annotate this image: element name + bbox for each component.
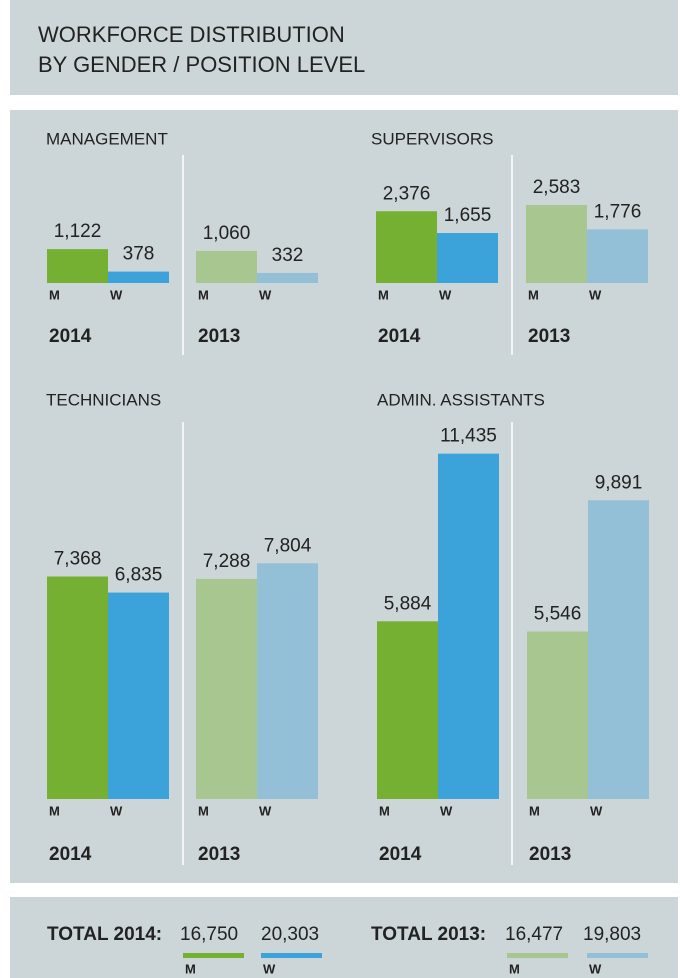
year-label: 2013	[198, 844, 240, 865]
category-label: W	[110, 287, 123, 302]
year-label: 2014	[378, 326, 421, 347]
bar	[108, 271, 169, 283]
category-label: W	[110, 803, 123, 818]
value-label: 5,546	[534, 604, 582, 625]
bar	[438, 453, 499, 799]
totals-panel	[10, 897, 678, 978]
bar	[376, 211, 437, 283]
value-label: 2,376	[383, 183, 431, 204]
value-label: 9,891	[595, 472, 643, 493]
bar	[377, 621, 438, 799]
category-label: M	[198, 287, 209, 302]
value-label: 7,804	[264, 535, 312, 556]
value-label: 11,435	[440, 426, 497, 447]
bar	[257, 563, 318, 799]
bar	[437, 233, 498, 283]
category-label: W	[259, 803, 272, 818]
category-label: M	[185, 961, 196, 976]
legend-swatch	[507, 953, 568, 958]
header-panel	[10, 0, 678, 95]
chart-title: MANAGEMENT	[46, 129, 168, 148]
year-label: 2014	[49, 844, 92, 865]
category-label: M	[198, 803, 209, 818]
total-value: 16,750	[180, 924, 238, 945]
category-label: M	[379, 803, 390, 818]
bar	[527, 631, 588, 799]
category-label: W	[439, 287, 452, 302]
year-label: 2013	[529, 844, 571, 865]
bar	[526, 204, 587, 283]
total-value: 16,477	[505, 924, 563, 945]
category-label: W	[440, 803, 453, 818]
category-label: W	[589, 287, 602, 302]
chart-title: ADMIN. ASSISTANTS	[377, 390, 545, 409]
legend-swatch	[587, 953, 648, 958]
value-label: 7,288	[203, 551, 251, 572]
year-label: 2013	[528, 326, 570, 347]
bar	[588, 500, 649, 799]
year-label: 2014	[379, 844, 422, 865]
year-label: 2014	[49, 326, 92, 347]
value-label: 1,060	[203, 223, 251, 244]
title-line: WORKFORCE DISTRIBUTION	[38, 22, 345, 47]
value-label: 1,655	[444, 205, 492, 226]
chart-title: TECHNICIANS	[46, 390, 161, 409]
total-label: TOTAL 2013:	[371, 924, 486, 945]
bar	[257, 272, 318, 283]
value-label: 1,122	[54, 221, 102, 242]
legend-swatch	[183, 953, 244, 958]
bar	[196, 250, 257, 283]
bar	[47, 249, 108, 283]
category-label: W	[590, 803, 603, 818]
total-label: TOTAL 2014:	[47, 924, 162, 945]
value-label: 2,583	[533, 177, 581, 198]
category-label: M	[378, 287, 389, 302]
bar	[108, 592, 169, 799]
category-label: W	[263, 961, 276, 976]
category-label: W	[259, 287, 272, 302]
total-value: 20,303	[261, 924, 319, 945]
category-label: M	[529, 803, 540, 818]
value-label: 1,776	[594, 201, 642, 222]
category-label: W	[589, 961, 602, 976]
legend-swatch	[261, 953, 322, 958]
year-label: 2013	[198, 326, 240, 347]
value-label: 332	[272, 245, 304, 266]
title-line: BY GENDER / POSITION LEVEL	[38, 52, 365, 77]
bar	[196, 578, 257, 799]
category-label: M	[49, 803, 60, 818]
value-label: 7,368	[54, 549, 102, 570]
bar	[587, 229, 648, 283]
value-label: 6,835	[115, 565, 163, 586]
value-label: 5,884	[384, 593, 432, 614]
category-label: M	[528, 287, 539, 302]
chart-title: SUPERVISORS	[371, 129, 494, 148]
total-value: 19,803	[583, 924, 641, 945]
category-label: M	[509, 961, 520, 976]
category-label: M	[49, 287, 60, 302]
bar	[47, 576, 108, 799]
value-label: 378	[123, 244, 155, 265]
